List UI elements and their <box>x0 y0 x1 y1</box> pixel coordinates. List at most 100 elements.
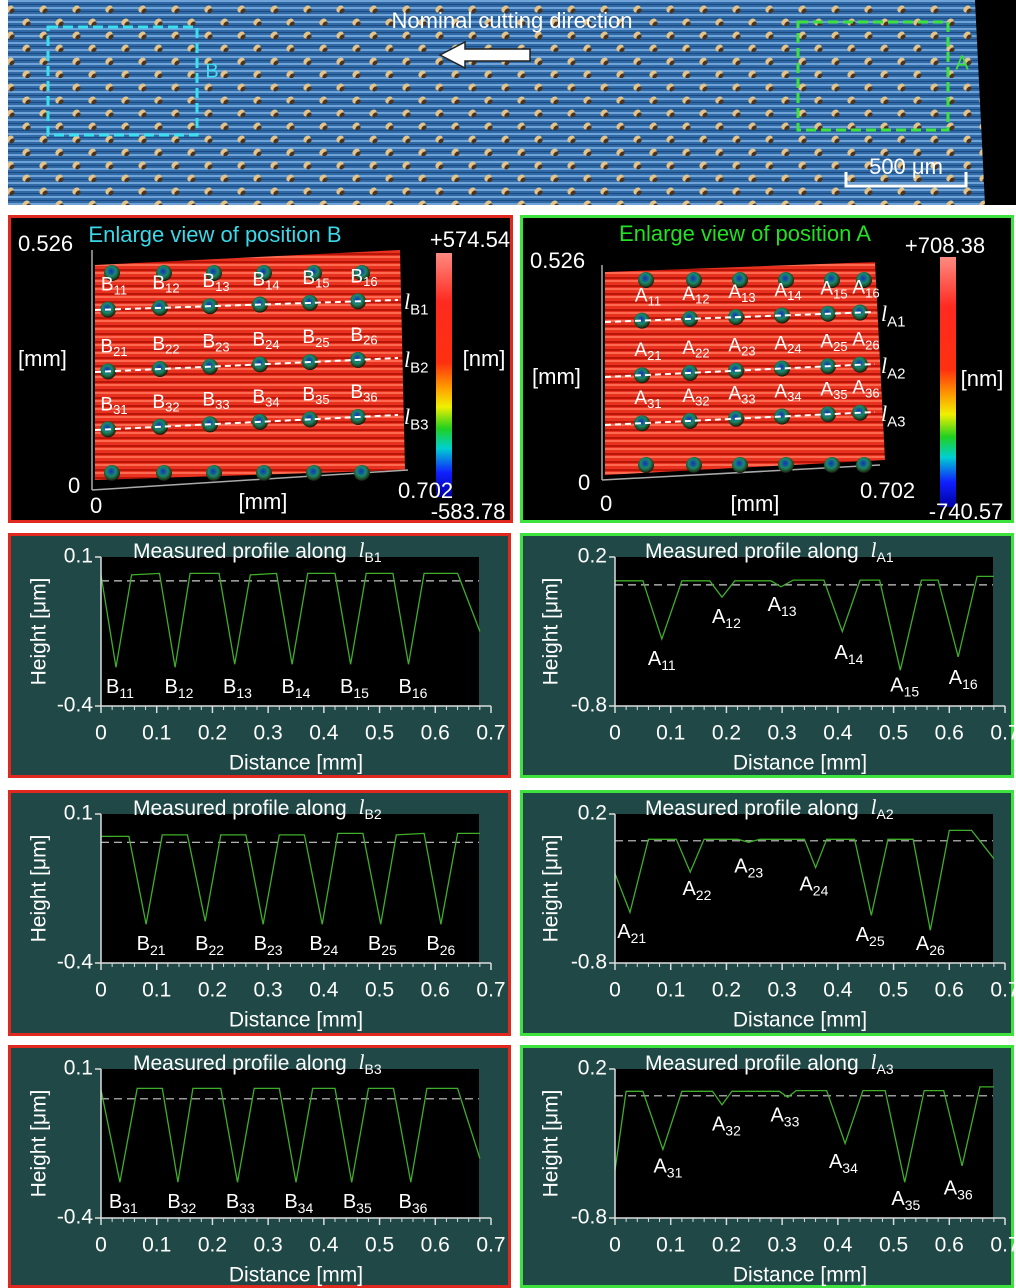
profile-line-label-sub: A3 <box>887 414 905 431</box>
chart-title-text: Measured profile along <box>133 540 347 563</box>
pit-label-sub: 11 <box>114 283 128 298</box>
x-tick-label: 0.2 <box>712 722 741 745</box>
pit-label-sub: 32 <box>695 394 709 409</box>
dip-label-sub: 25 <box>381 942 397 958</box>
y-tick-label: -0.8 <box>571 1206 607 1229</box>
x-tick-label: 0.3 <box>254 1234 283 1257</box>
x-tick-label: 0.6 <box>421 722 450 745</box>
pit-label-base: A <box>774 280 787 301</box>
x-tick-label: 0.7 <box>990 722 1016 745</box>
profile-chart: 00.10.20.30.40.50.60.7-0.80.2Height [μm]… <box>522 1047 1016 1287</box>
pit-label-base: B <box>100 336 113 357</box>
dip-label-base: A <box>653 1156 667 1178</box>
profile-line-label-sub: B3 <box>410 417 428 434</box>
pit-label-base: B <box>152 334 165 355</box>
x-tick-label: 0.1 <box>656 979 685 1002</box>
x-tick-label: 0.2 <box>198 979 227 1002</box>
pit-label-sub: 31 <box>113 402 127 417</box>
dip-label-sub: 34 <box>842 1160 858 1176</box>
dip-label-base: B <box>399 676 412 698</box>
x-tick-label: 0.4 <box>309 1234 339 1257</box>
color-unit: [nm] <box>961 366 1004 391</box>
y-tick-label: 0.1 <box>64 545 93 568</box>
x-tick-label: 0.2 <box>198 722 227 745</box>
profile-line-label-sub: B1 <box>410 302 428 319</box>
pit-label-base: A <box>852 330 865 351</box>
dip-label-base: A <box>682 878 696 900</box>
x-max: 0.702 <box>860 478 915 503</box>
pit-label-sub: 16 <box>363 274 377 289</box>
pit-label-sub: 33 <box>215 397 229 412</box>
color-max: +574.54 <box>430 227 510 252</box>
pit-label-sub: 34 <box>787 390 801 405</box>
x-unit: [mm] <box>239 489 288 514</box>
color-min: -740.57 <box>929 499 1004 524</box>
x-tick-label: 0.6 <box>421 979 450 1002</box>
dip-label-base: B <box>109 1191 122 1213</box>
dip-label-base: A <box>916 933 930 955</box>
pit <box>306 465 322 481</box>
pit-label-sub: 35 <box>315 392 329 407</box>
x-axis-label: Distance [mm] <box>733 752 867 775</box>
dip-label-base: B <box>340 676 353 698</box>
pit <box>354 465 370 481</box>
dip-label-base: A <box>949 667 963 689</box>
x-tick-label: 0.6 <box>935 1234 964 1257</box>
profile-line-label-sub: A2 <box>887 366 905 383</box>
profile-chart: 00.10.20.30.40.50.60.7-0.40.1Height [μm]… <box>10 535 510 777</box>
y-max: 0.526 <box>530 248 585 273</box>
x-tick-label: 0.2 <box>198 1234 227 1257</box>
x-tick-label: 0.4 <box>823 722 853 745</box>
dip-label-sub: 15 <box>904 683 920 699</box>
dip-label-base: A <box>768 594 782 616</box>
dip-label-base: B <box>343 1191 356 1213</box>
dip-label-sub: 21 <box>150 942 166 958</box>
pit-label-base: A <box>682 284 695 305</box>
dip-label-sub: 35 <box>356 1200 372 1216</box>
pit-label-sub: 25 <box>315 335 329 350</box>
dip-label-sub: 11 <box>119 685 134 701</box>
x-tick-label: 0.7 <box>476 722 505 745</box>
pit <box>638 457 654 473</box>
y-tick-label: 0.2 <box>578 802 607 825</box>
dip-label-sub: 15 <box>353 685 369 701</box>
chart-title-sub: A3 <box>876 1061 893 1077</box>
dip-label-sub: 31 <box>122 1200 138 1216</box>
dip-label-base: B <box>309 933 322 955</box>
x-tick-label: 0.7 <box>476 979 505 1002</box>
profile-line-label-sub: A1 <box>887 314 905 331</box>
pit-label-sub: 36 <box>865 386 879 401</box>
x-tick-label: 0.1 <box>142 722 171 745</box>
dip-label-base: B <box>426 933 439 955</box>
dip-label-sub: 26 <box>440 942 456 958</box>
dip-label-sub: 13 <box>236 685 252 701</box>
pit-label-sub: 32 <box>165 400 179 415</box>
dip-label-sub: 35 <box>905 1197 921 1213</box>
pit <box>256 465 272 481</box>
dip-label-base: A <box>829 1151 843 1173</box>
pit <box>856 457 872 473</box>
x-tick-label: 0.4 <box>309 722 339 745</box>
pit-label-sub: 23 <box>741 344 755 359</box>
x-tick-label: 0.5 <box>879 722 908 745</box>
x-unit: [mm] <box>731 491 780 516</box>
pit-label-base: A <box>852 278 865 299</box>
y-axis-label: Height [μm] <box>540 835 563 943</box>
x-min: 0 <box>600 491 612 516</box>
x-tick-label: 0.5 <box>365 979 394 1002</box>
y-tick-label: -0.4 <box>57 1206 94 1229</box>
color-bar <box>940 257 956 507</box>
x-tick-label: 0.1 <box>142 979 171 1002</box>
pit-label-sub: 34 <box>265 395 279 410</box>
pit-label-sub: 24 <box>265 338 279 353</box>
pit-label-base: A <box>852 378 865 399</box>
pit-label-sub: 16 <box>865 286 879 301</box>
chart-title-text: Measured profile along <box>133 1052 347 1075</box>
color-bar <box>436 253 452 497</box>
dip-label-base: B <box>165 676 178 698</box>
pit-label-sub: 13 <box>215 279 229 294</box>
pit-label-base: A <box>634 340 647 361</box>
x-tick-label: 0.3 <box>254 979 283 1002</box>
